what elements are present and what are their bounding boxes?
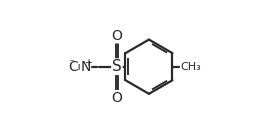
Text: O: O (111, 90, 122, 104)
Text: +: + (84, 58, 92, 68)
Text: CH₃: CH₃ (180, 62, 201, 72)
Text: C: C (68, 60, 78, 74)
Text: S: S (112, 59, 122, 74)
Text: ⁻: ⁻ (68, 58, 74, 68)
Text: O: O (111, 29, 122, 43)
Text: N: N (80, 60, 91, 74)
